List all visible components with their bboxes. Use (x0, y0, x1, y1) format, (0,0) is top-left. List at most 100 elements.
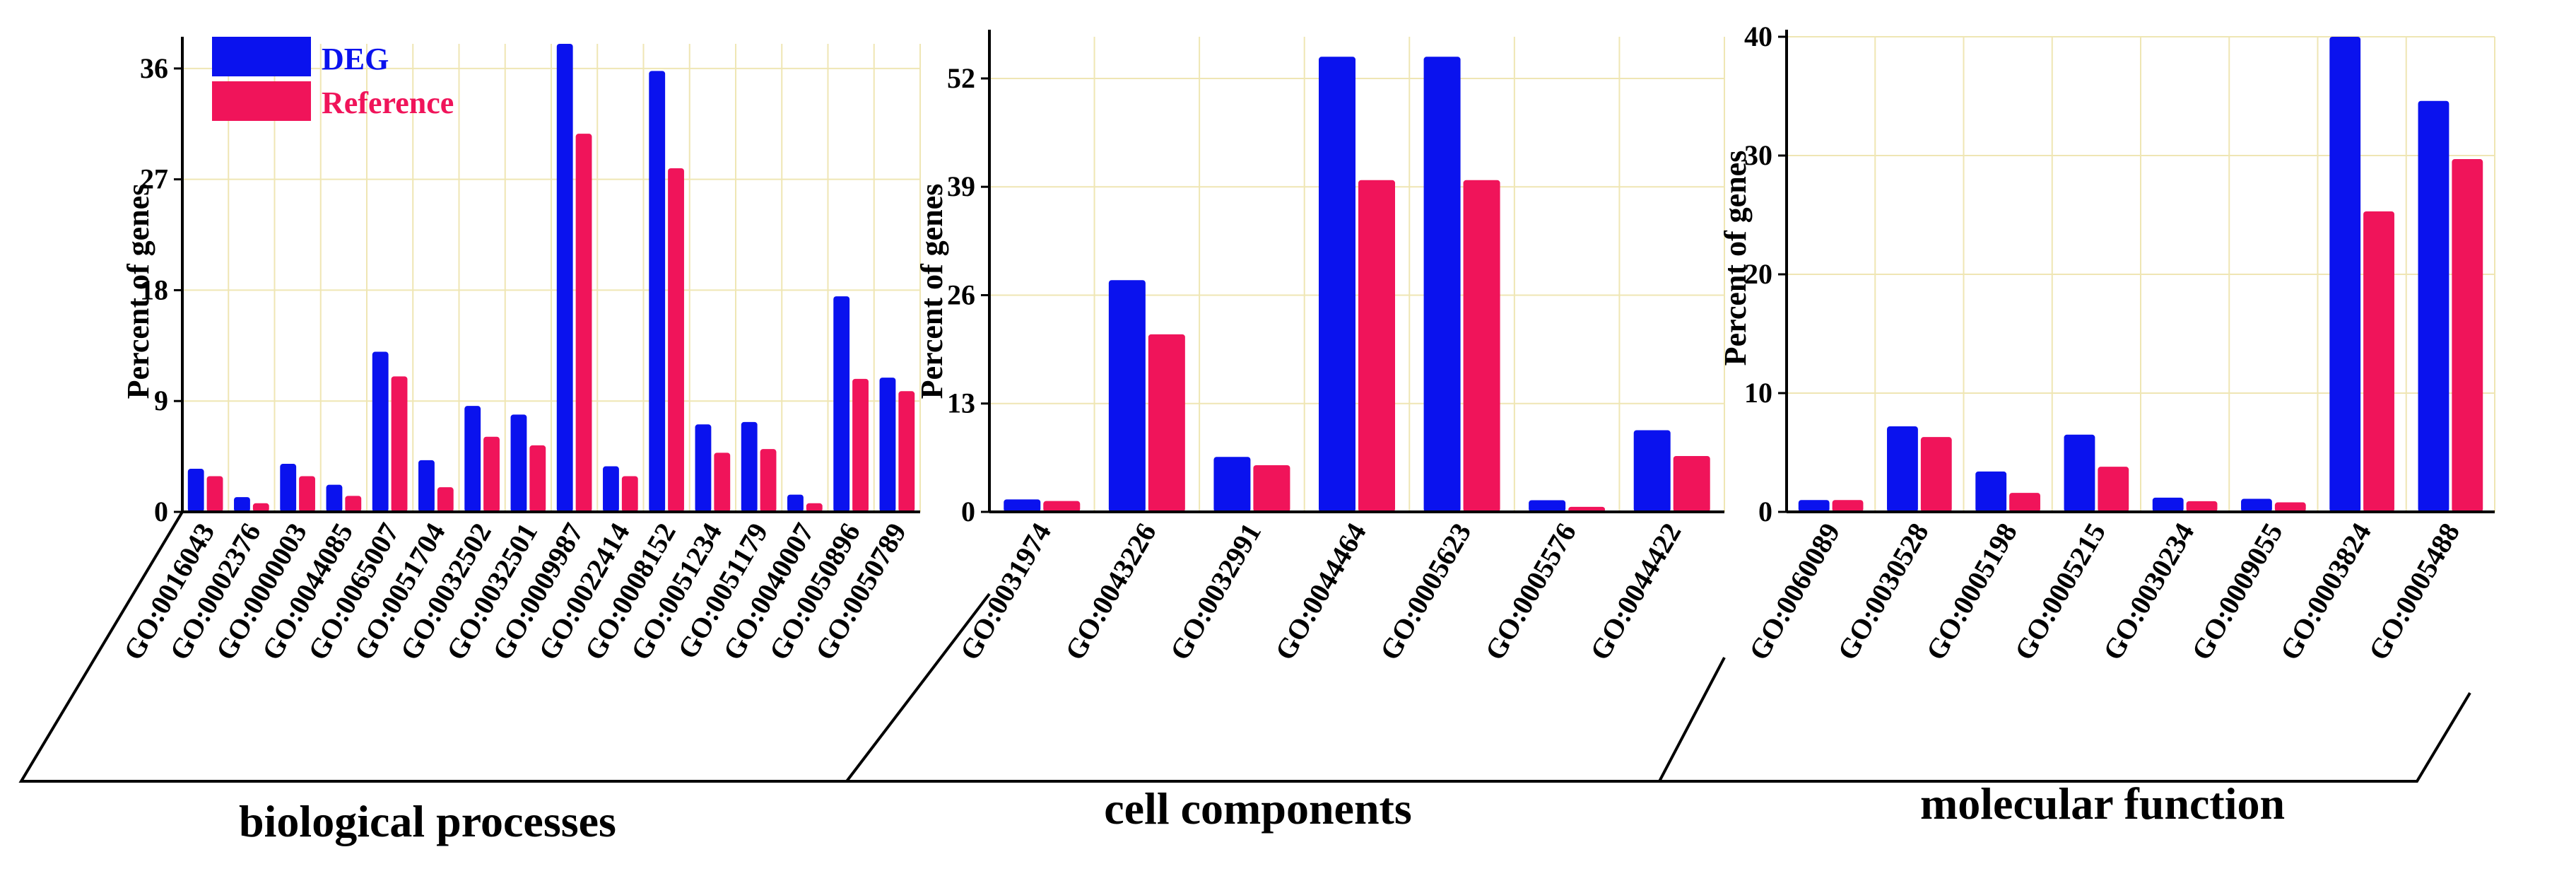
bar-deg-go-0051179 (741, 421, 758, 512)
y-tick-label: 52 (947, 62, 975, 94)
bar-reference-go-0030234 (2186, 501, 2218, 512)
x-category-label: GO:0005198 (1919, 518, 2023, 665)
bar-deg-go-0051234 (695, 424, 712, 512)
y-axis-label: Percent of genes (1718, 151, 1753, 366)
x-category-label: GO:0043226 (1059, 518, 1163, 665)
bar-deg-go-0005198 (1975, 471, 2007, 512)
bar-reference-go-0008152 (668, 168, 684, 512)
chart-panel-molecular-function: 0 10 20 30 40 GO:0060089GO:0030528GO:0005198… (1718, 21, 2495, 829)
x-category-label: GO:0005215 (2008, 518, 2112, 665)
bar-reference-go-0003824 (2363, 211, 2394, 512)
panel-2-label-frame (847, 657, 1726, 783)
y-tick-label: 30 (1744, 139, 1772, 171)
bar-reference-go-0009055 (2274, 502, 2306, 512)
legend-label-deg: DEG (322, 42, 389, 76)
bar-deg-go-0043226 (1108, 280, 1146, 512)
bar-deg-go-0032991 (1213, 457, 1251, 512)
bars (1004, 57, 1710, 513)
bar-reference-go-0000003 (299, 476, 315, 512)
y-tick-label: 36 (140, 52, 168, 84)
grid-lines (182, 44, 921, 512)
bar-reference-go-0050789 (898, 391, 915, 512)
bar-deg-go-0065007 (372, 351, 389, 512)
bar-reference-go-0044085 (345, 496, 362, 512)
grid-lines (989, 37, 1725, 512)
x-category-label: GO:0003824 (2274, 518, 2377, 665)
bar-deg-go-0030528 (1887, 426, 1918, 512)
x-category-label: GO:0031974 (953, 518, 1057, 665)
bar-deg-go-0005215 (2064, 434, 2095, 512)
y-tick-label: 40 (1744, 21, 1772, 52)
y-tick-label: 13 (947, 387, 975, 419)
y-tick-label: 10 (1744, 377, 1772, 409)
bar-reference-go-0030528 (1920, 437, 1952, 512)
bar-deg-go-0003824 (2329, 37, 2361, 512)
bar-reference-go-0005215 (2098, 467, 2129, 512)
bar-deg-go-0005576 (1529, 500, 1566, 512)
x-category-label: GO:0005488 (2362, 518, 2466, 665)
panel-title: biological processes (239, 796, 616, 846)
bar-deg-go-0005623 (1423, 57, 1461, 512)
y-tick-label: 39 (947, 170, 975, 202)
x-category-label: GO:0044422 (1584, 518, 1688, 665)
x-category-label: GO:0005623 (1374, 518, 1478, 665)
legend-swatch-reference (212, 81, 311, 121)
y-tick-label: 18 (140, 274, 168, 305)
bar-deg-go-0030234 (2152, 497, 2184, 512)
bar-deg-go-0016043 (187, 469, 204, 512)
category-labels: GO:0031974 GO:0043226 GO:0032991 GO:0044464… (953, 518, 1687, 665)
bar-deg-go-0060089 (1798, 500, 1830, 512)
legend: DEG Reference (212, 37, 454, 121)
y-tick-label: 26 (947, 279, 975, 310)
x-category-label: GO:0030234 (2097, 518, 2201, 665)
x-category-label: GO:0005576 (1478, 518, 1582, 665)
bar-reference-go-0060089 (1832, 500, 1864, 512)
bar-reference-go-0032501 (529, 445, 546, 512)
bar-reference-go-0009987 (575, 134, 592, 512)
bar-reference-go-0043226 (1148, 334, 1185, 512)
bar-reference-go-0051704 (437, 487, 454, 512)
bar-reference-go-0044464 (1358, 180, 1395, 513)
bar-reference-go-0005488 (2452, 159, 2483, 513)
bar-deg-go-0002376 (234, 497, 250, 512)
bars (1798, 37, 2483, 513)
y-axis-label: Percent of genes (121, 184, 155, 399)
category-labels: GO:0016043GO:0002376GO:0000003GO:0044085… (117, 518, 912, 665)
bar-deg-go-0032502 (464, 406, 481, 512)
y-tick-label: 27 (140, 163, 168, 195)
x-category-label: GO:0060089 (1743, 518, 1847, 665)
bars (187, 44, 915, 513)
bar-deg-go-0008152 (649, 71, 666, 513)
panel-title: molecular function (1920, 778, 2285, 829)
bar-deg-go-0000003 (280, 464, 297, 512)
bar-deg-go-0051704 (418, 460, 435, 512)
bar-reference-go-0032502 (483, 436, 500, 512)
x-category-label: GO:0009055 (2185, 518, 2289, 665)
y-axis: 0 9 18 27 36 (140, 37, 184, 527)
chart-panel-biological-processes: 0 9 18 27 36 GO:0016043GO:0002376GO:0000003G… (117, 37, 921, 846)
bar-deg-go-0050789 (879, 378, 896, 512)
bar-reference-go-0051234 (714, 452, 731, 512)
bar-deg-go-0005488 (2418, 100, 2449, 513)
bar-deg-go-0022414 (603, 466, 619, 512)
bar-reference-go-0022414 (621, 476, 638, 512)
bar-reference-go-0065007 (391, 376, 408, 512)
bar-deg-go-0031974 (1004, 499, 1041, 512)
bar-reference-go-0044422 (1673, 456, 1710, 512)
bar-reference-go-0032991 (1253, 465, 1290, 512)
bar-reference-go-0002376 (252, 503, 269, 512)
legend-swatch-deg (212, 37, 311, 76)
bar-deg-go-0032501 (510, 414, 527, 512)
bar-deg-go-0040007 (787, 494, 804, 512)
y-axis: 0 13 26 39 52 (947, 30, 991, 527)
bar-deg-go-0044464 (1319, 57, 1355, 512)
y-tick-label: 9 (154, 385, 168, 416)
panel-1-label-frame (18, 510, 991, 783)
x-category-label: GO:0044464 (1269, 518, 1372, 665)
bar-reference-go-0016043 (206, 476, 223, 512)
x-category-label: GO:0030528 (1831, 518, 1935, 665)
bar-reference-go-0005198 (2009, 493, 2040, 512)
bar-reference-go-0051179 (760, 449, 777, 512)
panel-3-label-frame (1659, 691, 2471, 783)
